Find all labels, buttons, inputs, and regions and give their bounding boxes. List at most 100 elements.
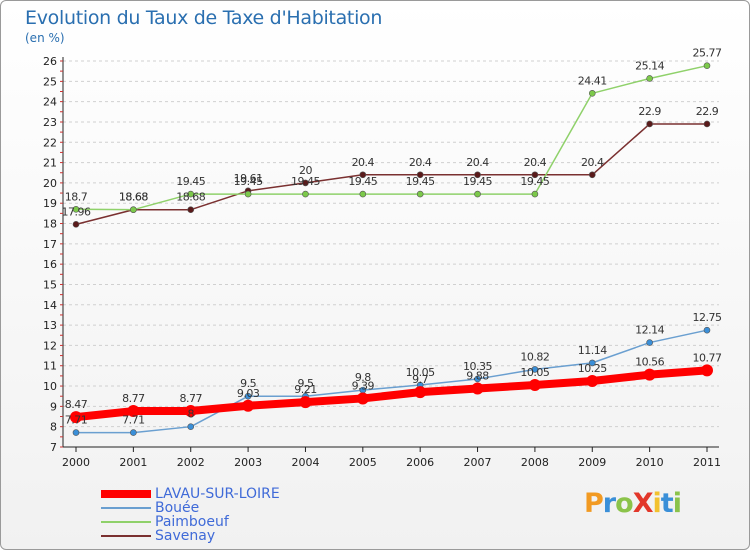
logo-letter: t bbox=[660, 488, 674, 519]
series-line-3 bbox=[75, 123, 708, 226]
data-label: 8.47 bbox=[65, 398, 88, 411]
data-label: 18.68 bbox=[176, 191, 205, 204]
data-point bbox=[586, 374, 599, 387]
logo-letter: r bbox=[602, 488, 616, 519]
data-label: 10.25 bbox=[578, 362, 607, 375]
data-label: 11.14 bbox=[578, 344, 607, 357]
data-point bbox=[703, 326, 711, 334]
legend-swatch bbox=[101, 507, 151, 509]
data-label: 20.4 bbox=[466, 156, 489, 169]
y-tick-label: 23 bbox=[43, 116, 57, 129]
data-label: 17.96 bbox=[62, 205, 91, 218]
data-point bbox=[359, 171, 367, 179]
y-tick-label: 9 bbox=[50, 400, 57, 413]
data-label: 7.71 bbox=[65, 414, 88, 427]
data-point bbox=[646, 120, 653, 128]
data-label: 22.9 bbox=[638, 105, 661, 118]
y-tick-label: 14 bbox=[43, 299, 57, 312]
data-label: 9.7 bbox=[412, 373, 428, 386]
x-tick-label: 2001 bbox=[119, 456, 147, 469]
data-point bbox=[531, 366, 539, 373]
data-label: 24.41 bbox=[578, 74, 607, 87]
data-label: 12.75 bbox=[693, 311, 722, 324]
legend-swatch bbox=[101, 535, 151, 537]
y-tick-label: 25 bbox=[43, 75, 57, 88]
data-point bbox=[474, 375, 481, 383]
y-tick-label: 17 bbox=[43, 238, 57, 251]
data-point bbox=[72, 206, 80, 213]
data-point bbox=[646, 75, 653, 82]
data-point bbox=[130, 429, 137, 436]
data-point bbox=[187, 206, 195, 214]
y-tick-label: 16 bbox=[43, 258, 57, 271]
data-point bbox=[72, 429, 80, 436]
data-label: 19.45 bbox=[463, 175, 492, 188]
legend-label: Bouée bbox=[155, 500, 200, 516]
data-label: 8.77 bbox=[122, 392, 145, 405]
data-point bbox=[588, 171, 596, 179]
data-label: 10.05 bbox=[520, 366, 549, 379]
data-point bbox=[70, 411, 82, 424]
data-label: 18.68 bbox=[119, 191, 148, 204]
data-label: 9.5 bbox=[240, 377, 256, 390]
data-point bbox=[72, 221, 80, 228]
y-tick-label: 26 bbox=[43, 55, 57, 68]
y-tick-label: 21 bbox=[43, 157, 57, 170]
data-label: 19.45 bbox=[406, 175, 435, 188]
data-point bbox=[184, 405, 197, 418]
data-label: 20.4 bbox=[524, 156, 547, 169]
x-tick-label: 2009 bbox=[578, 456, 606, 469]
legend-item: Paimboeuf bbox=[101, 514, 351, 530]
legend-item: Savenay bbox=[101, 528, 351, 544]
data-label: 19.61 bbox=[234, 172, 263, 185]
x-tick-label: 2008 bbox=[521, 456, 549, 469]
data-label: 18.7 bbox=[65, 190, 88, 203]
data-label: 9.21 bbox=[294, 383, 317, 396]
data-label: 19.45 bbox=[234, 175, 263, 188]
y-tick-label: 15 bbox=[43, 278, 57, 291]
data-point bbox=[528, 379, 541, 392]
data-label: 25.14 bbox=[635, 59, 664, 72]
data-point bbox=[244, 190, 252, 198]
data-label: 20.4 bbox=[352, 156, 375, 169]
data-label: 18.68 bbox=[119, 191, 148, 204]
x-tick-label: 2007 bbox=[464, 456, 492, 469]
y-tick-label: 22 bbox=[43, 136, 57, 149]
data-point bbox=[187, 190, 195, 198]
data-point bbox=[356, 392, 369, 405]
data-label: 19.45 bbox=[291, 175, 320, 188]
data-point bbox=[474, 190, 481, 198]
data-point bbox=[187, 423, 195, 430]
logo-letter: o bbox=[615, 488, 634, 519]
y-tick-label: 24 bbox=[43, 96, 57, 109]
x-tick-label: 2011 bbox=[693, 456, 721, 469]
data-label: 10.35 bbox=[463, 360, 492, 373]
data-label: 19.45 bbox=[520, 175, 549, 188]
data-label: 10.82 bbox=[520, 350, 549, 363]
data-point bbox=[416, 171, 424, 179]
x-tick-label: 2006 bbox=[406, 456, 434, 469]
data-point bbox=[299, 396, 312, 409]
legend-label: LAVAU-SUR-LOIRE bbox=[155, 486, 280, 502]
series-line-1 bbox=[75, 329, 708, 434]
legend-item: LAVAU-SUR-LOIRE bbox=[101, 486, 351, 502]
data-label: 9.8 bbox=[355, 371, 371, 384]
data-point bbox=[646, 339, 653, 346]
x-tick-label: 2000 bbox=[62, 456, 90, 469]
data-point bbox=[416, 190, 424, 198]
data-label: 9.88 bbox=[466, 369, 489, 382]
logo-letter: i bbox=[672, 488, 682, 519]
data-point bbox=[588, 90, 596, 97]
proxiti-logo: ProXiti bbox=[584, 488, 682, 519]
data-point bbox=[643, 368, 656, 381]
y-tick-label: 8 bbox=[50, 421, 57, 434]
data-label: 20 bbox=[299, 164, 312, 177]
logo-letter: P bbox=[584, 488, 604, 519]
y-tick-label: 20 bbox=[43, 177, 57, 190]
data-label: 10.77 bbox=[693, 351, 722, 364]
data-point bbox=[701, 364, 713, 377]
data-label: 20.4 bbox=[581, 156, 604, 169]
data-label: 25.77 bbox=[693, 47, 722, 60]
y-tick-label: 19 bbox=[43, 197, 57, 210]
